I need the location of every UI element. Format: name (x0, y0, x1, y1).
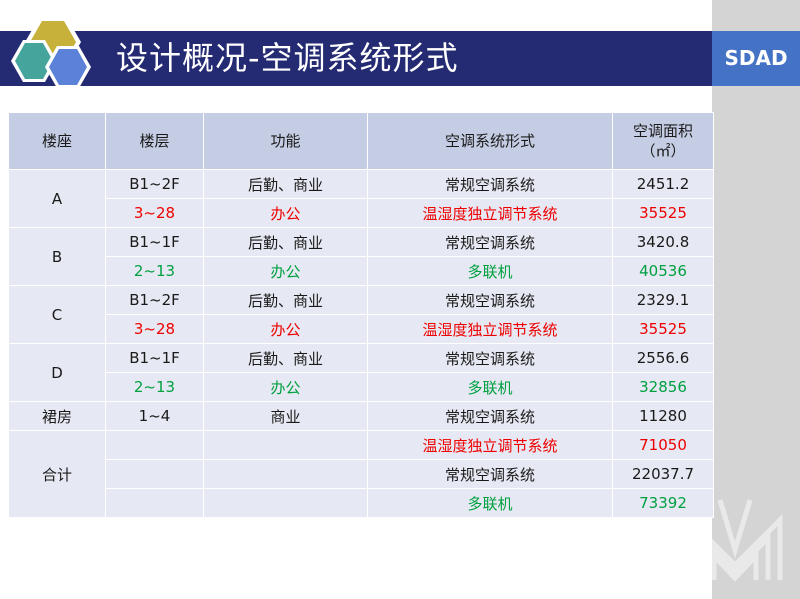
ac-system-cell: 常规空调系统 (367, 169, 613, 199)
slide-title: 设计概况-空调系统形式 (116, 39, 459, 77)
function-cell: 后勤、商业 (203, 343, 368, 373)
function-cell: 办公 (203, 256, 368, 286)
function-cell (203, 430, 368, 460)
header-floor: 楼层 (105, 112, 204, 170)
header-ac-area-unit: （㎡） (640, 142, 686, 160)
function-cell: 办公 (203, 198, 368, 228)
floor-cell: B1~2F (105, 169, 204, 199)
building-cell: 裙房 (8, 401, 106, 431)
right-side-panel (712, 0, 800, 599)
ac-system-cell: 常规空调系统 (367, 285, 613, 315)
floor-cell: B1~1F (105, 343, 204, 373)
ac-area-cell: 40536 (612, 256, 714, 286)
ac-system-cell: 温湿度独立调节系统 (367, 314, 613, 344)
header-function: 功能 (203, 112, 368, 170)
floor-cell: B1~1F (105, 227, 204, 257)
ac-area-cell: 3420.8 (612, 227, 714, 257)
table-row: B B1~1F 后勤、商业 常规空调系统 3420.8 (8, 227, 714, 286)
building-cell: A (8, 169, 106, 228)
building-cell: C (8, 285, 106, 344)
ac-area-cell: 2329.1 (612, 285, 714, 315)
ac-area-cell: 35525 (612, 314, 714, 344)
table-row: 2~13 办公 多联机 40536 (9, 256, 714, 286)
function-cell: 后勤、商业 (203, 169, 368, 199)
header-ac-area: 空调面积 （㎡） (612, 112, 714, 170)
building-cell: 合计 (8, 430, 106, 518)
ac-area-cell: 2556.6 (612, 343, 714, 373)
table-row: 3~28 办公 温湿度独立调节系统 35525 (9, 198, 714, 228)
ac-system-cell: 多联机 (367, 488, 613, 518)
ac-system-cell: 常规空调系统 (367, 401, 613, 431)
function-cell (203, 488, 368, 518)
floor-cell: 3~28 (105, 314, 204, 344)
function-cell: 办公 (203, 372, 368, 402)
ac-system-cell: 常规空调系统 (367, 343, 613, 373)
building-cell: B (8, 227, 106, 286)
brand-label: SDAD (724, 46, 788, 70)
ac-system-cell: 温湿度独立调节系统 (367, 198, 613, 228)
function-cell (203, 459, 368, 489)
function-cell: 后勤、商业 (203, 227, 368, 257)
ac-area-cell: 35525 (612, 198, 714, 228)
table-row: 2~13 办公 多联机 32856 (9, 372, 714, 402)
table-row: D B1~1F 后勤、商业 常规空调系统 2556.6 (8, 343, 714, 402)
ac-area-cell: 32856 (612, 372, 714, 402)
function-cell: 办公 (203, 314, 368, 344)
ac-system-table: 楼座 楼层 功能 空调系统形式 空调面积 （㎡） A B1~2F 后勤、商业 常规空调… (8, 112, 714, 518)
ac-area-cell: 11280 (612, 401, 714, 431)
title-bar (0, 31, 712, 86)
header-ac-area-label: 空调面积 (632, 122, 693, 140)
ac-system-cell: 常规空调系统 (367, 459, 613, 489)
ac-area-cell: 73392 (612, 488, 714, 518)
floor-cell (105, 459, 204, 489)
ac-area-cell: 71050 (612, 430, 714, 460)
ac-system-cell: 常规空调系统 (367, 227, 613, 257)
floor-cell: 2~13 (105, 372, 204, 402)
table-row: A B1~2F 后勤、商业 常规空调系统 2451.2 (8, 169, 714, 228)
brand-bar (712, 31, 800, 86)
table-row: 合计 温湿度独立调节系统 71050 (8, 430, 714, 518)
function-cell: 商业 (203, 401, 368, 431)
table-row: 3~28 办公 温湿度独立调节系统 35525 (9, 314, 714, 344)
hexagon-logo-icon (11, 18, 91, 88)
floor-cell: 2~13 (105, 256, 204, 286)
building-cell: D (8, 343, 106, 402)
header-building: 楼座 (8, 112, 106, 170)
floor-cell: B1~2F (105, 285, 204, 315)
floor-cell (105, 488, 204, 518)
header-ac-system: 空调系统形式 (367, 112, 613, 170)
table-header-row: 楼座 楼层 功能 空调系统形式 空调面积 （㎡） (8, 112, 714, 170)
ac-system-cell: 温湿度独立调节系统 (367, 430, 613, 460)
brand-watermark-icon (687, 499, 783, 582)
floor-cell (105, 430, 204, 460)
table-row: 常规空调系统 22037.7 (9, 459, 714, 489)
table-row: C B1~2F 后勤、商业 常规空调系统 2329.1 (8, 285, 714, 344)
table-row: 多联机 73392 (9, 488, 714, 518)
floor-cell: 3~28 (105, 198, 204, 228)
ac-system-cell: 多联机 (367, 372, 613, 402)
ac-area-cell: 22037.7 (612, 459, 714, 489)
floor-cell: 1~4 (105, 401, 204, 431)
ac-area-cell: 2451.2 (612, 169, 714, 199)
table-row: 裙房 1~4 商业 常规空调系统 11280 (8, 401, 714, 431)
function-cell: 后勤、商业 (203, 285, 368, 315)
ac-system-cell: 多联机 (367, 256, 613, 286)
